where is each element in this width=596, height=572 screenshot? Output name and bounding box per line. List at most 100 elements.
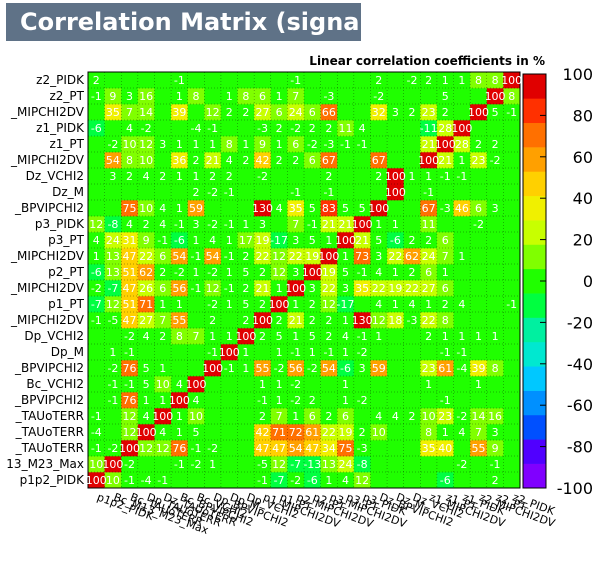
cell-value-label: 1 xyxy=(458,74,465,87)
heatmap-cell xyxy=(320,104,338,121)
color-scale-step xyxy=(523,122,546,148)
heatmap-cell xyxy=(220,168,238,185)
cell-value-label: 54 xyxy=(106,154,120,167)
cell-value-label: 2 xyxy=(143,218,150,231)
cell-value-label: -1 xyxy=(357,138,368,151)
heatmap-cell xyxy=(403,72,421,89)
cell-value-label: -3 xyxy=(323,90,334,103)
cell-value-label: 47 xyxy=(305,442,319,455)
cell-value-label: 7 xyxy=(126,106,133,119)
heatmap-cell xyxy=(154,232,172,249)
heatmap-cell xyxy=(320,376,338,393)
heatmap-cell xyxy=(403,104,421,121)
cell-value-label: 5 xyxy=(359,202,366,215)
heatmap-cell xyxy=(304,216,321,233)
cell-value-label: 1 xyxy=(176,410,183,423)
cell-value-label: 4 xyxy=(176,378,183,391)
y-tick-label: p2_PT xyxy=(48,265,84,279)
cell-value-label: 3 xyxy=(359,362,366,375)
heatmap-cell xyxy=(503,200,521,217)
heatmap-cell xyxy=(503,376,521,393)
cell-value-label: 1 xyxy=(425,378,432,391)
heatmap-cell xyxy=(337,72,355,89)
heatmap-cell xyxy=(486,408,504,425)
heatmap-cell xyxy=(436,264,454,281)
heatmap-cell xyxy=(237,328,255,345)
heatmap-cell xyxy=(370,312,388,329)
heatmap-cell xyxy=(171,168,188,185)
color-scale-step xyxy=(523,366,546,391)
cell-value-label: 4 xyxy=(159,202,166,215)
heatmap-cell xyxy=(420,232,438,249)
heatmap-cell xyxy=(403,472,421,489)
heatmap-cell xyxy=(204,136,222,153)
heatmap-cell xyxy=(353,104,371,121)
heatmap-cell xyxy=(453,472,471,489)
cell-value-label: 47 xyxy=(255,442,269,455)
heatmap-cell xyxy=(403,264,421,281)
heatmap-cell xyxy=(88,120,105,137)
cell-value-label: 7 xyxy=(193,330,200,343)
cell-value-label: -1 xyxy=(440,170,451,183)
heatmap-cell xyxy=(270,280,288,297)
heatmap-cell xyxy=(220,280,238,297)
heatmap-cell xyxy=(436,280,454,297)
y-tick-label: z2_PIDK xyxy=(36,73,85,87)
heatmap-cell xyxy=(320,456,338,473)
y-tick-label: Bc_VCHI2 xyxy=(26,377,84,391)
cell-value-label: 7 xyxy=(292,90,299,103)
heatmap-cell xyxy=(453,424,471,441)
heatmap-cell xyxy=(320,184,338,201)
cell-value-label: 2 xyxy=(492,474,499,487)
cell-value-label: 6 xyxy=(292,138,299,151)
cell-value-label: -1 xyxy=(224,250,235,263)
heatmap-cell xyxy=(287,280,305,297)
cell-value-label: 2 xyxy=(475,138,482,151)
heatmap-cell xyxy=(486,312,504,329)
cell-value-label: 100 xyxy=(252,314,273,327)
cell-value-label: -8 xyxy=(107,218,118,231)
heatmap-cell xyxy=(503,408,521,425)
heatmap-cell xyxy=(204,264,222,281)
heatmap-cell xyxy=(353,456,371,473)
cell-value-label: 8 xyxy=(475,74,482,87)
cell-value-label: 2 xyxy=(209,170,216,183)
heatmap-cell xyxy=(254,296,272,313)
heatmap-cell xyxy=(353,392,371,409)
cell-value-label: 1 xyxy=(276,346,283,359)
cell-value-label: 1 xyxy=(492,330,499,343)
heatmap-cell xyxy=(436,408,454,425)
heatmap-cell xyxy=(370,408,388,425)
heatmap-cell xyxy=(353,216,371,233)
heatmap-cell xyxy=(270,232,288,249)
cell-value-label: 13 xyxy=(106,266,120,279)
heatmap-cell xyxy=(121,424,139,441)
cell-value-label: 56 xyxy=(172,282,186,295)
plot-border xyxy=(87,71,521,489)
heatmap-cell xyxy=(88,168,105,185)
cell-value-label: 5 xyxy=(309,234,316,247)
heatmap-cell xyxy=(187,200,205,217)
cell-value-label: 1 xyxy=(342,250,349,263)
heatmap-cell xyxy=(220,200,238,217)
heatmap-cell xyxy=(237,392,255,409)
cell-value-label: 39 xyxy=(471,362,485,375)
heatmap-cell xyxy=(121,264,139,281)
heatmap-cell xyxy=(420,376,438,393)
heatmap-cell xyxy=(353,344,371,361)
heatmap-cell xyxy=(121,472,139,489)
cell-value-label: 1 xyxy=(342,346,349,359)
heatmap-cell xyxy=(370,248,388,265)
cell-value-label: 23 xyxy=(438,410,452,423)
heatmap-cell xyxy=(304,424,321,441)
heatmap-cell xyxy=(370,168,388,185)
color-scale-step xyxy=(523,244,546,270)
cell-value-label: -1 xyxy=(456,346,467,359)
heatmap-cell xyxy=(137,232,155,249)
heatmap-cell xyxy=(470,216,488,233)
cell-value-label: 10 xyxy=(123,138,137,151)
heatmap-cell xyxy=(337,312,355,329)
cell-value-label: -1 xyxy=(323,346,334,359)
cell-value-label: 7 xyxy=(276,410,283,423)
heatmap-cell xyxy=(104,168,122,185)
